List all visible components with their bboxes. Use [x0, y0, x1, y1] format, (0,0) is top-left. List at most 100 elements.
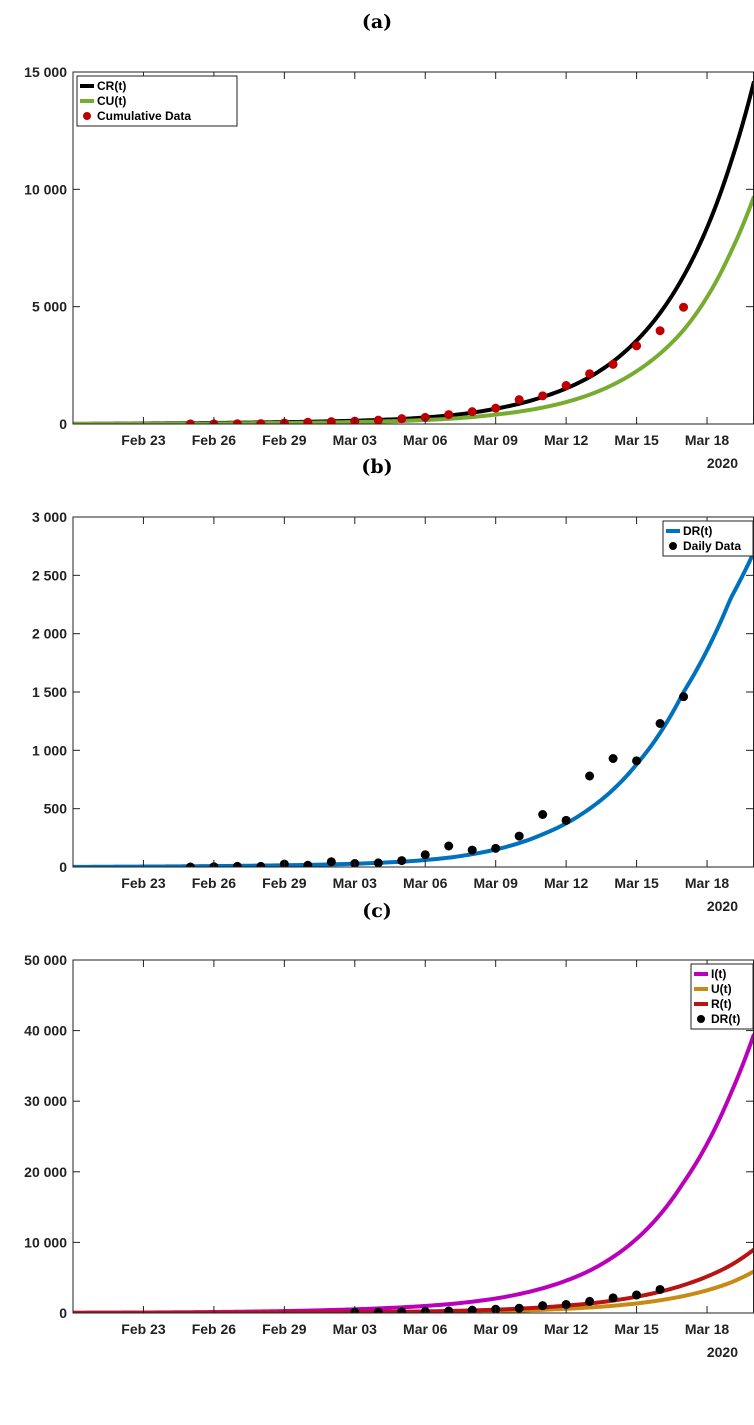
- data-point: [232, 419, 242, 424]
- x-tick-label: Mar 03: [333, 432, 378, 448]
- data-point: [303, 860, 313, 867]
- data-point: [679, 692, 689, 702]
- y-tick-label: 50 000: [24, 952, 67, 968]
- legend-marker: [669, 542, 677, 550]
- data-point: [585, 771, 595, 781]
- y-tick-label: 10 000: [24, 181, 67, 197]
- x-tick-label: Mar 09: [474, 1321, 519, 1337]
- data-point: [655, 1284, 665, 1294]
- x-tick-label: Mar 12: [544, 1321, 589, 1337]
- y-tick-label: 3 000: [32, 509, 67, 525]
- x-tick-label: Feb 23: [121, 1321, 166, 1337]
- data-point: [632, 756, 642, 766]
- x-tick-label: Mar 12: [544, 432, 589, 448]
- data-point: [655, 326, 665, 336]
- legend-box: [76, 75, 238, 127]
- data-point: [444, 1306, 454, 1313]
- series-line-cut: [73, 195, 754, 424]
- plot-area: [73, 80, 754, 424]
- year-label: 2020: [707, 898, 738, 914]
- data-point: [232, 861, 242, 867]
- y-tick-label: 0: [59, 1305, 67, 1321]
- x-tick-label: Mar 06: [403, 875, 448, 891]
- series-line-crt: [73, 80, 754, 424]
- x-tick-label: Mar 06: [403, 1321, 448, 1337]
- legend-label: CR(t): [97, 79, 126, 93]
- legend-box: [662, 520, 754, 557]
- legend-marker: [697, 1015, 705, 1023]
- data-point: [608, 359, 618, 369]
- data-point: [444, 841, 454, 851]
- y-tick-label: 500: [44, 801, 68, 817]
- y-tick-label: 1 500: [32, 684, 67, 700]
- plot-area: [73, 1033, 754, 1313]
- x-tick-label: Mar 18: [685, 432, 730, 448]
- data-point: [397, 1307, 407, 1313]
- x-tick-label: Mar 03: [333, 875, 378, 891]
- legend-label: U(t): [711, 982, 732, 996]
- data-point: [256, 419, 266, 424]
- legend-label: DR(t): [711, 1012, 740, 1026]
- y-tick-label: 2 000: [32, 626, 67, 642]
- legend: I(t)U(t)R(t)DR(t): [690, 963, 754, 1030]
- x-tick-label: Feb 29: [262, 1321, 307, 1337]
- data-point: [420, 850, 430, 860]
- data-point: [561, 815, 571, 825]
- data-point: [561, 381, 571, 391]
- year-label: 2020: [707, 1344, 738, 1360]
- y-tick-label: 15 000: [24, 64, 67, 80]
- series-line-it: [73, 1033, 754, 1313]
- data-point: [326, 417, 336, 424]
- data-point: [514, 1303, 524, 1313]
- data-point: [444, 410, 454, 420]
- data-point: [397, 856, 407, 866]
- x-tick-label: Mar 09: [474, 432, 519, 448]
- y-tick-label: 40 000: [24, 1023, 67, 1039]
- panel-label: (c): [362, 900, 392, 922]
- data-point: [467, 407, 477, 417]
- data-point: [303, 417, 313, 424]
- panel-label: (b): [361, 456, 392, 478]
- data-point: [632, 1290, 642, 1300]
- legend-label: Daily Data: [683, 539, 741, 553]
- data-point: [256, 861, 266, 867]
- x-tick-label: Feb 23: [121, 432, 166, 448]
- y-tick-label: 0: [59, 859, 67, 875]
- data-point: [538, 1301, 548, 1311]
- axis-box: [72, 959, 754, 1314]
- x-tick-label: Feb 29: [262, 432, 307, 448]
- data-point: [632, 341, 642, 351]
- data-point: [585, 369, 595, 379]
- x-tick-label: Feb 26: [192, 1321, 237, 1337]
- chart-panel-2: (b) Feb 23 Feb 26 Feb 29 Mar 03 Mar 06 Mar 09 M…: [32, 456, 754, 914]
- chart-panel-3: (c) Feb 23 Feb 26 Feb 29 Mar 03 Mar 06 Mar 09 M…: [24, 900, 754, 1360]
- y-tick-label: 1 000: [32, 742, 67, 758]
- data-point: [467, 1305, 477, 1313]
- legend: DR(t)Daily Data: [662, 520, 754, 557]
- data-point: [373, 1307, 383, 1313]
- x-tick-label: Feb 29: [262, 875, 307, 891]
- chart-panel-1: (a) Feb 23 Feb 26 Feb 29 Mar 03 Mar 06 Mar 09 M…: [24, 11, 754, 471]
- x-tick-label: Feb 26: [192, 432, 237, 448]
- data-point: [491, 403, 501, 413]
- x-tick-label: Mar 09: [474, 875, 519, 891]
- x-tick-label: Mar 15: [614, 875, 659, 891]
- legend-label: CU(t): [97, 94, 126, 108]
- data-point: [373, 858, 383, 867]
- y-tick-label: 20 000: [24, 1164, 67, 1180]
- legend-label: DR(t): [683, 524, 712, 538]
- data-point: [679, 302, 689, 312]
- data-point: [608, 754, 618, 763]
- data-point: [655, 719, 665, 728]
- series-line-drt: [73, 551, 754, 867]
- plot-area: [73, 551, 754, 867]
- x-tick-label: Feb 26: [192, 875, 237, 891]
- x-tick-label: Mar 06: [403, 432, 448, 448]
- x-tick-label: Mar 18: [685, 875, 730, 891]
- data-point: [185, 862, 195, 867]
- data-point: [538, 810, 548, 819]
- x-tick-label: Mar 12: [544, 875, 589, 891]
- data-point: [585, 1296, 595, 1306]
- data-point: [185, 419, 195, 424]
